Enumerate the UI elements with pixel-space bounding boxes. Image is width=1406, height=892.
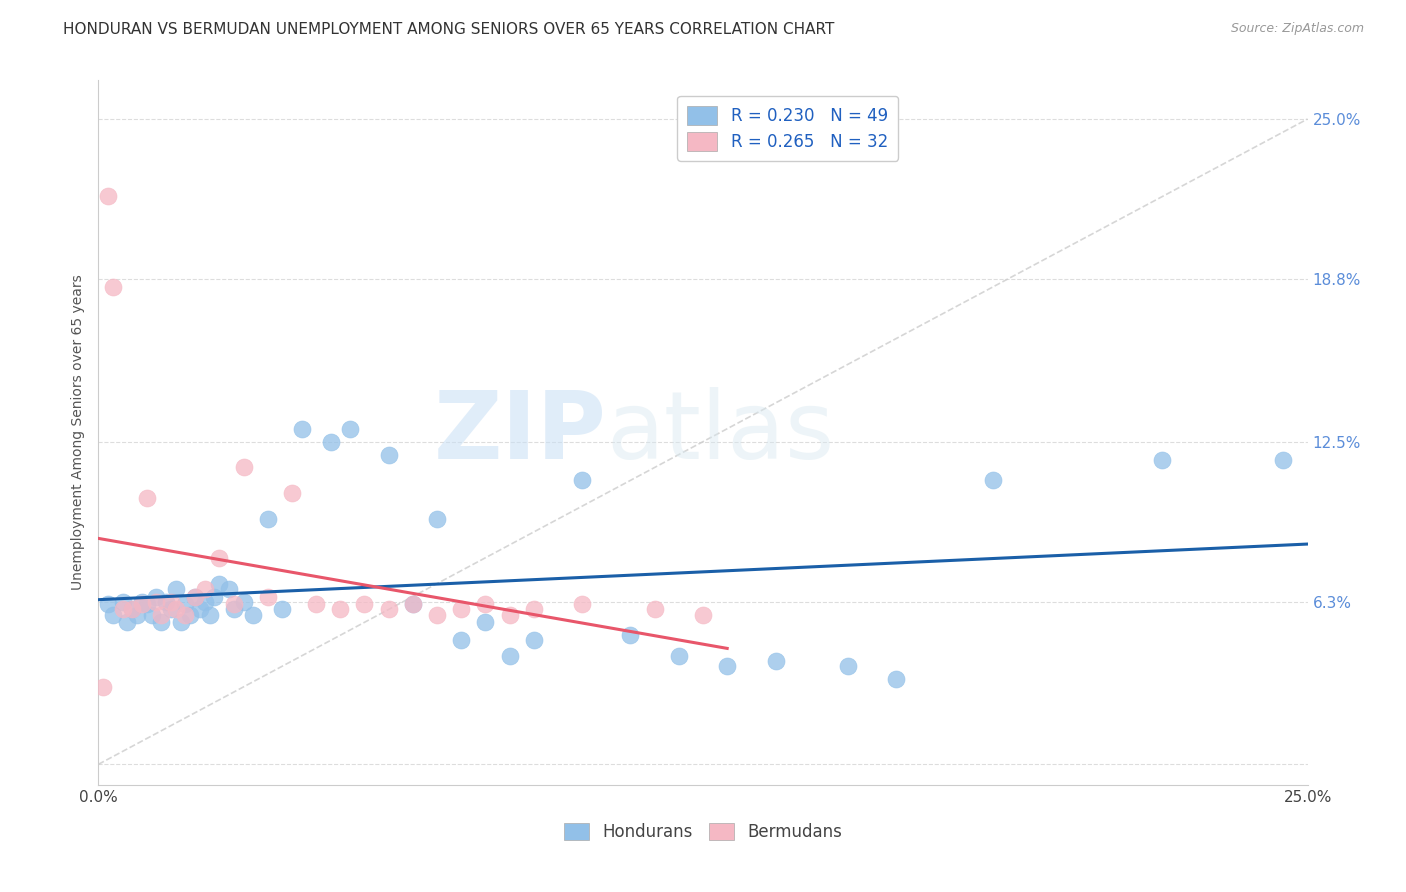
Point xyxy=(204,590,226,604)
Point xyxy=(692,607,714,622)
Point xyxy=(131,595,153,609)
Point xyxy=(474,597,496,611)
Point xyxy=(127,607,149,622)
Point xyxy=(242,607,264,622)
Point xyxy=(886,672,908,686)
Point xyxy=(165,602,187,616)
Point xyxy=(377,602,399,616)
Point xyxy=(232,595,254,609)
Point xyxy=(402,597,425,611)
Text: ZIP: ZIP xyxy=(433,386,606,479)
Point xyxy=(450,602,472,616)
Point xyxy=(644,602,666,616)
Point xyxy=(426,512,449,526)
Point xyxy=(208,576,231,591)
Point xyxy=(571,597,593,611)
Point xyxy=(194,582,217,596)
Point xyxy=(150,607,173,622)
Text: HONDURAN VS BERMUDAN UNEMPLOYMENT AMONG SENIORS OVER 65 YEARS CORRELATION CHART: HONDURAN VS BERMUDAN UNEMPLOYMENT AMONG … xyxy=(63,22,835,37)
Point xyxy=(117,615,139,630)
Point xyxy=(135,491,157,506)
Point xyxy=(571,474,593,488)
Point xyxy=(668,648,690,663)
Point xyxy=(981,474,1004,488)
Point xyxy=(765,654,787,668)
Point xyxy=(716,659,738,673)
Point xyxy=(837,659,859,673)
Point xyxy=(131,597,153,611)
Point xyxy=(222,597,245,611)
Point xyxy=(97,189,120,203)
Point xyxy=(290,422,312,436)
Point xyxy=(256,512,278,526)
Point xyxy=(523,633,546,648)
Point xyxy=(169,615,191,630)
Text: atlas: atlas xyxy=(606,386,835,479)
Point xyxy=(450,633,472,648)
Point xyxy=(194,595,217,609)
Point xyxy=(135,597,157,611)
Point xyxy=(184,590,207,604)
Point xyxy=(179,607,201,622)
Point xyxy=(271,602,294,616)
Point xyxy=(145,590,167,604)
Point xyxy=(91,680,114,694)
Point xyxy=(232,460,254,475)
Point xyxy=(160,602,183,616)
Point xyxy=(329,602,352,616)
Point xyxy=(281,486,304,500)
Point xyxy=(111,602,134,616)
Legend: R = 0.230   N = 49, R = 0.265   N = 32: R = 0.230 N = 49, R = 0.265 N = 32 xyxy=(678,95,898,161)
Point xyxy=(101,607,124,622)
Point xyxy=(150,615,173,630)
Point xyxy=(174,607,197,622)
Point xyxy=(353,597,375,611)
Point xyxy=(97,597,120,611)
Point xyxy=(121,602,143,616)
Point xyxy=(498,648,520,663)
Point xyxy=(619,628,641,642)
Point xyxy=(188,602,211,616)
Text: Source: ZipAtlas.com: Source: ZipAtlas.com xyxy=(1230,22,1364,36)
Point xyxy=(339,422,361,436)
Point xyxy=(160,595,183,609)
Point xyxy=(174,597,197,611)
Point xyxy=(155,595,177,609)
Legend: Hondurans, Bermudans: Hondurans, Bermudans xyxy=(557,816,849,848)
Point xyxy=(1152,452,1174,467)
Point xyxy=(198,607,221,622)
Point xyxy=(305,597,328,611)
Point xyxy=(498,607,520,622)
Point xyxy=(208,550,231,565)
Point xyxy=(319,434,342,449)
Point xyxy=(474,615,496,630)
Point xyxy=(141,607,163,622)
Point xyxy=(165,582,187,596)
Point xyxy=(256,590,278,604)
Point xyxy=(377,448,399,462)
Point xyxy=(145,595,167,609)
Point xyxy=(222,602,245,616)
Point xyxy=(426,607,449,622)
Point xyxy=(402,597,425,611)
Point xyxy=(523,602,546,616)
Point xyxy=(218,582,240,596)
Point xyxy=(184,590,207,604)
Point xyxy=(121,602,143,616)
Point xyxy=(111,595,134,609)
Point xyxy=(101,280,124,294)
Y-axis label: Unemployment Among Seniors over 65 years: Unemployment Among Seniors over 65 years xyxy=(72,275,86,591)
Point xyxy=(1272,452,1295,467)
